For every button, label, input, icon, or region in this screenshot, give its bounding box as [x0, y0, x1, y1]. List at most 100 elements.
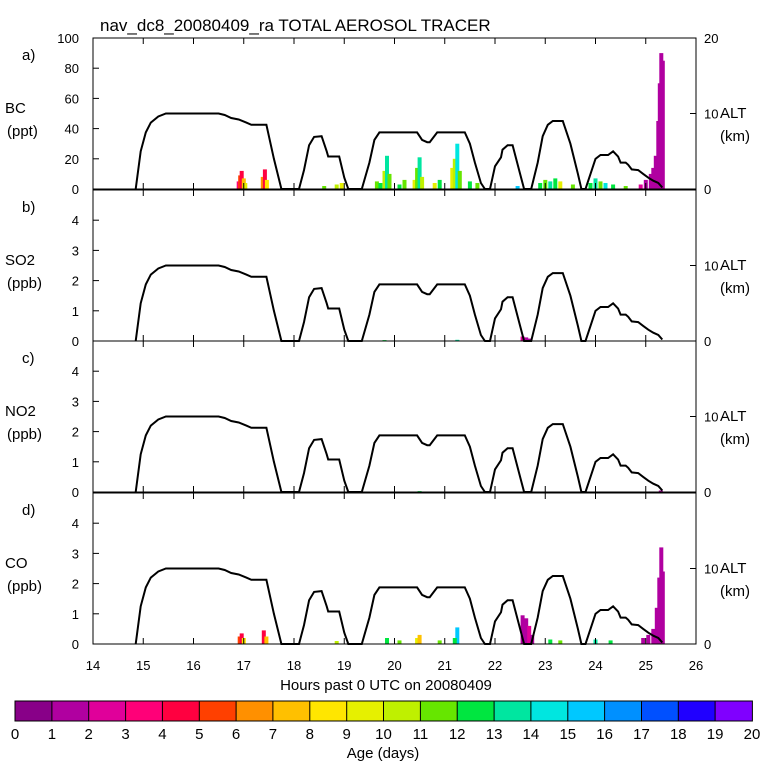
- altitude-line: [134, 567, 664, 645]
- x-axis-label: Hours past 0 UTC on 20080409: [280, 677, 492, 694]
- units-label: (ppb): [7, 275, 42, 292]
- colorbar-tick-label: 5: [195, 726, 203, 743]
- colorbar-swatch: [309, 700, 348, 722]
- concentration-bar: [385, 155, 389, 189]
- colorbar-swatch: [198, 700, 238, 722]
- y-tick-label: 2: [72, 425, 79, 440]
- concentration-bar: [524, 618, 529, 644]
- y-tick-label: 4: [72, 364, 79, 379]
- panel-so2: 0 1 2 3 4 0 10 b) SO2 (ppb) ALT (km): [5, 189, 750, 349]
- concentration-bar: [558, 181, 563, 189]
- x-tick-label: 26: [689, 658, 703, 673]
- concentration-bar: [450, 167, 455, 189]
- concentration-bar: [339, 183, 344, 189]
- concentration-bar: [417, 157, 422, 189]
- colorbar-tick-label: 4: [158, 726, 166, 743]
- panel-letter: c): [22, 350, 35, 367]
- concentration-bar: [646, 634, 651, 644]
- altitude-line: [134, 112, 664, 190]
- colorbar-swatch: [677, 700, 717, 722]
- concentration-bar: [524, 337, 529, 341]
- panel-letter: a): [22, 47, 35, 64]
- concentration-bar: [598, 181, 603, 189]
- concentration-bar: [467, 181, 472, 189]
- concentration-bar: [455, 627, 460, 644]
- species-label: SO2: [5, 252, 35, 269]
- colorbar-swatch: [346, 700, 385, 722]
- x-axis: 14 15 16 17 18 19 20 21 22 23 24 25 26: [86, 658, 703, 673]
- alt-tick-label: 0: [704, 334, 711, 349]
- units-label: (ppb): [7, 578, 42, 595]
- colorbar-swatch: [567, 700, 606, 722]
- y-tick-label: 4: [72, 213, 79, 228]
- concentration-bar: [455, 339, 460, 341]
- concentration-bar: [660, 60, 665, 190]
- concentration-bar: [553, 178, 558, 189]
- colorbar-tick-label: 19: [707, 726, 724, 743]
- concentration-bar: [261, 630, 266, 644]
- concentration-bar: [260, 176, 265, 189]
- colorbar-tick-label: 15: [559, 726, 576, 743]
- y-tick-label: 1: [72, 304, 79, 319]
- y-tick-label: 40: [65, 122, 79, 137]
- y-tick-label: 100: [57, 31, 79, 46]
- colorbar-swatch: [88, 700, 127, 722]
- colorbar-tick-label: 11: [413, 726, 429, 743]
- colorbar-tick-label: 14: [523, 726, 540, 743]
- concentration-bar: [475, 183, 480, 189]
- concentration-bar: [397, 640, 402, 644]
- alt-units-label: (km): [720, 280, 750, 297]
- alt-tick-label: 10: [704, 562, 718, 577]
- colorbar-tick-label: 1: [48, 726, 56, 743]
- colorbar-tick-label: 0: [11, 726, 19, 743]
- concentration-bar: [588, 183, 593, 189]
- concentration-bar: [437, 640, 442, 644]
- concentration-bar: [603, 183, 608, 189]
- colorbar-label: Age (days): [347, 745, 420, 762]
- panel-bc: 0 20 40 60 80 100 0 10 20 a) BC (ppt) ALT (km): [5, 31, 750, 197]
- colorbar-tick-label: 2: [85, 726, 93, 743]
- concentration-bar: [648, 173, 653, 189]
- concentration-bar: [658, 490, 663, 492]
- colorbar-tick-label: 18: [670, 726, 687, 743]
- units-label: (ppt): [7, 123, 38, 140]
- panel-letter: d): [22, 502, 35, 519]
- concentration-bar: [382, 170, 387, 189]
- panels: 02040608010001020a)BC(ppt)ALT(km)0123401…: [5, 31, 750, 652]
- y-tick-label: 0: [72, 182, 79, 197]
- colorbar-tick-label: 10: [375, 726, 392, 743]
- concentration-bar: [322, 186, 327, 189]
- concentration-bar: [570, 184, 575, 189]
- x-tick-label: 16: [186, 658, 200, 673]
- y-tick-label: 0: [72, 485, 79, 500]
- species-label: CO: [5, 555, 28, 572]
- concentration-bar: [548, 181, 553, 189]
- colorbar-tick-label: 17: [633, 726, 650, 743]
- colorbar-swatch: [641, 700, 680, 722]
- x-tick-label: 20: [387, 658, 401, 673]
- y-tick-label: 2: [72, 274, 79, 289]
- concentration-bar: [527, 625, 532, 644]
- y-tick-label: 0: [72, 637, 79, 652]
- concentration-bar: [402, 179, 407, 189]
- concentration-bar: [239, 633, 244, 644]
- y-tick-label: 2: [72, 577, 79, 592]
- y-tick-label: 4: [72, 516, 79, 531]
- y-tick-label: 0: [72, 334, 79, 349]
- colorbar-tick-label: 13: [486, 726, 503, 743]
- colorbar-swatch: [14, 700, 53, 722]
- colorbar-tick-label: 9: [343, 726, 351, 743]
- concentration-bar: [558, 640, 563, 644]
- concentration-bar: [654, 607, 659, 644]
- y-tick-label: 3: [72, 546, 79, 561]
- x-tick-label: 25: [639, 658, 653, 673]
- colorbar-tick-label: 8: [306, 726, 314, 743]
- concentration-bar: [623, 186, 628, 189]
- concentration-bar: [653, 155, 658, 189]
- y-tick-label: 3: [72, 394, 79, 409]
- concentration-bar: [548, 639, 553, 644]
- colorbar-swatch: [51, 700, 90, 722]
- y-tick-label: 60: [65, 91, 79, 106]
- concentration-bar: [452, 158, 457, 189]
